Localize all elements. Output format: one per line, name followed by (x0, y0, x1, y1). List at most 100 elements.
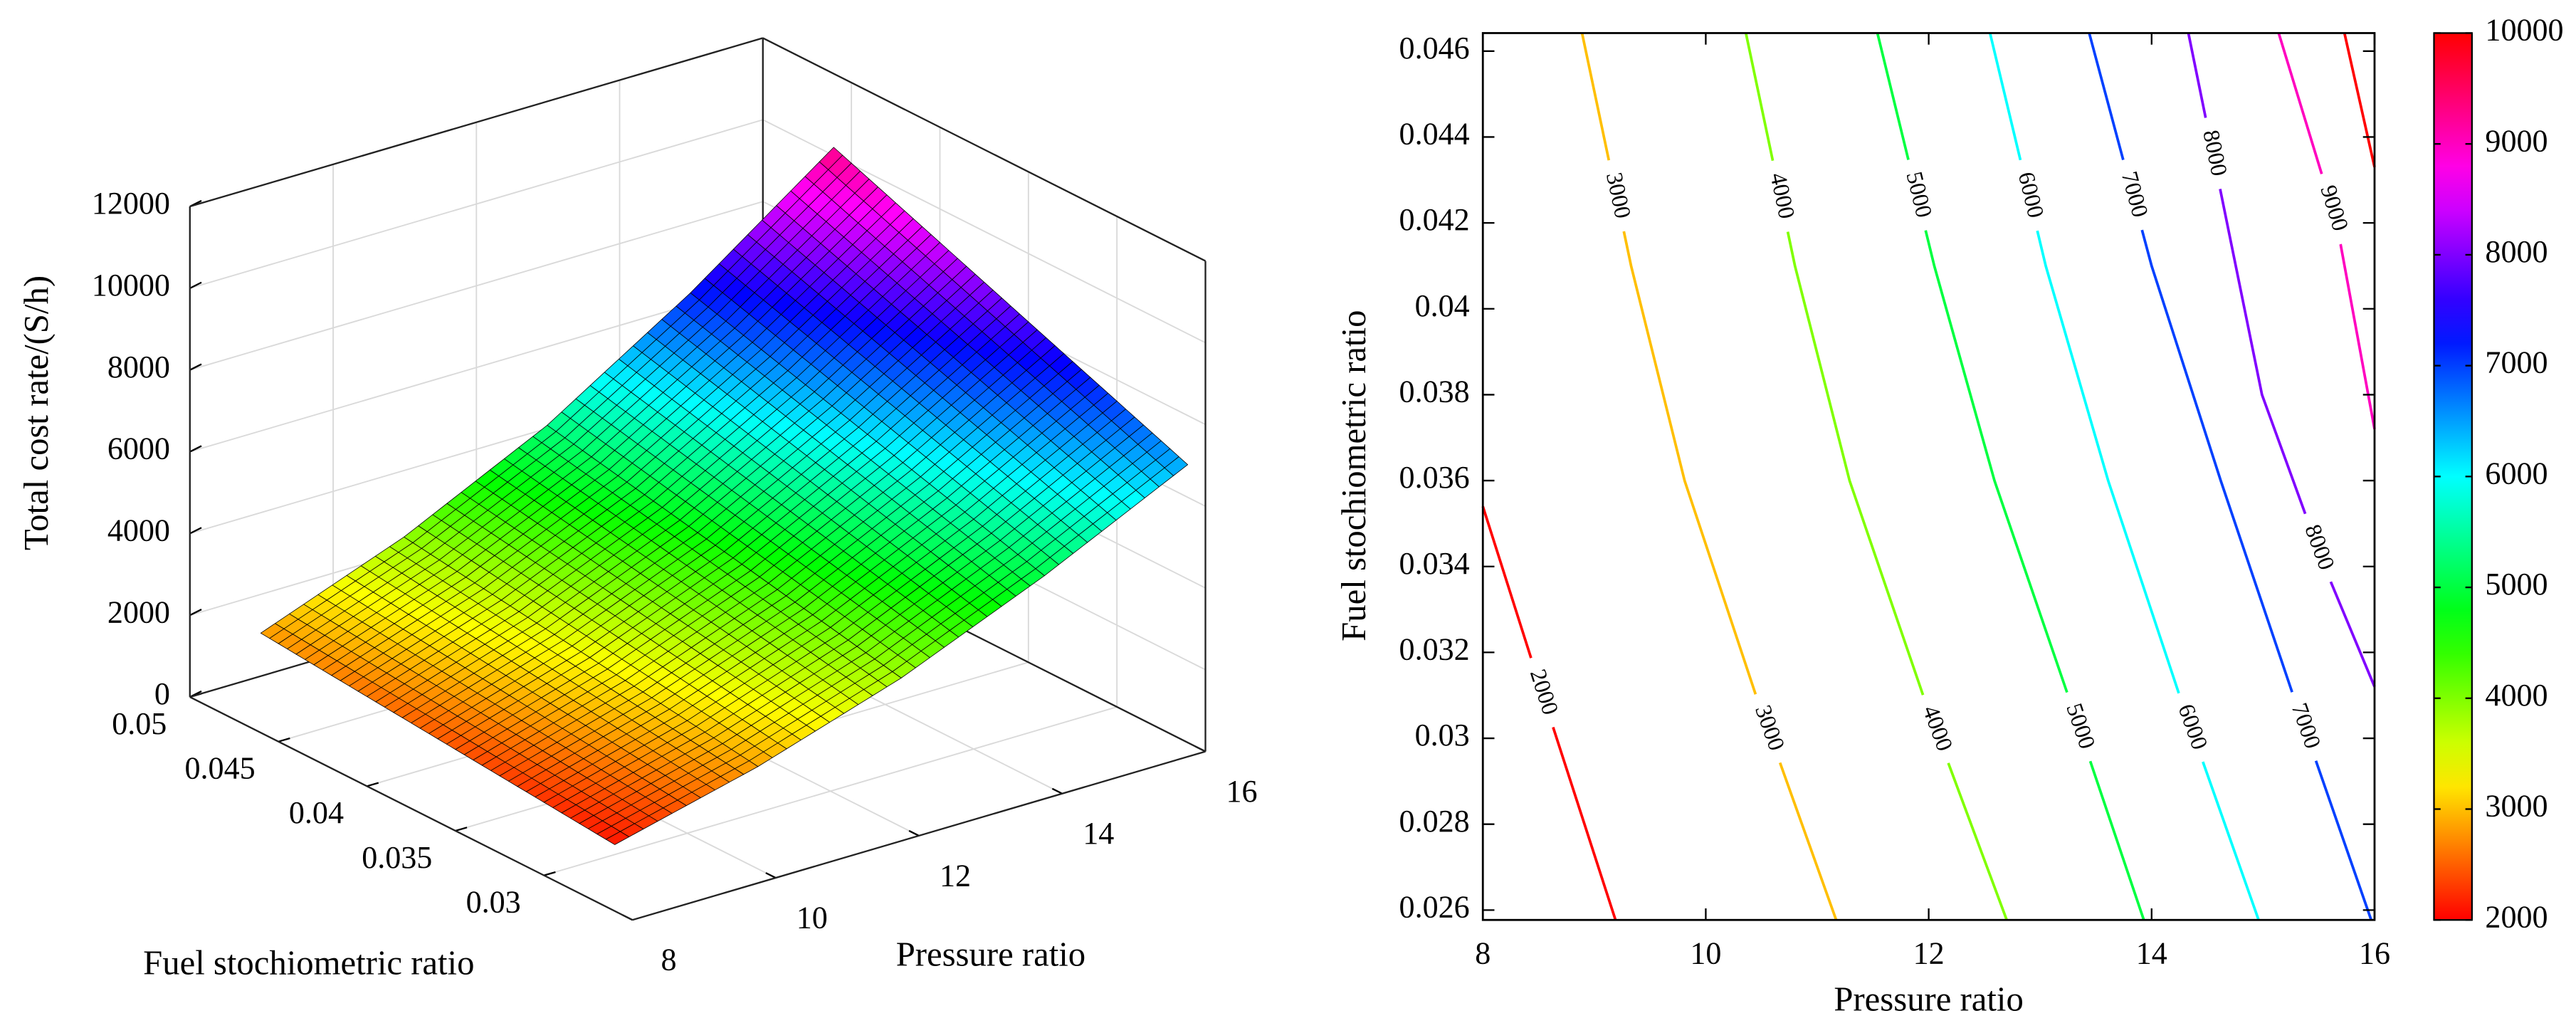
axis-line (189, 37, 764, 208)
contour-label: 3000 (1750, 702, 1789, 754)
colorbar-tick-label: 9000 (2485, 123, 2548, 158)
y-axis-label: Fuel stochiometric ratio (143, 943, 474, 982)
tick-mark (189, 445, 202, 453)
colorbar-tick-label: 4000 (2485, 678, 2548, 713)
z-tick-label: 8000 (107, 350, 170, 384)
z-tick-label: 2000 (107, 594, 170, 629)
label-background (1742, 690, 1793, 767)
contour-label-group: 8000 (2293, 509, 2343, 587)
axis-line (762, 37, 1206, 262)
colorbar-tick-label: 2000 (2485, 899, 2548, 934)
contour-label: 4000 (1918, 702, 1957, 754)
contour-label: 6000 (2173, 701, 2213, 752)
y-tick-label: 0.036 (1399, 460, 1470, 495)
z-tick-label: 0 (154, 676, 170, 711)
z-axis-label: Total cost rate/(S/h) (17, 276, 56, 550)
x-tick-label: 14 (1083, 816, 1114, 851)
axis-line (189, 696, 634, 921)
contour-label-group: 8000 (2192, 115, 2234, 192)
x-tick-label: 10 (1690, 935, 1721, 970)
contour-label-group: 5000 (1896, 157, 1939, 234)
label-background (2192, 115, 2234, 192)
y-tick-label: 0.035 (362, 840, 432, 875)
label-background (1896, 157, 1939, 234)
label-background (1760, 157, 1801, 235)
contour-label-group: 5000 (2054, 688, 2103, 766)
label-background (1596, 157, 1637, 234)
y-tick-label: 0.046 (1399, 31, 1470, 65)
tick-mark (1051, 787, 1063, 794)
label-background (2007, 157, 2051, 234)
x-tick-label: 12 (940, 858, 971, 893)
z-tick-label: 12000 (92, 186, 170, 221)
label-background (2166, 688, 2216, 767)
contour-label: 8000 (2197, 128, 2231, 179)
axis-line (632, 750, 1206, 921)
contour-line (2187, 33, 2376, 688)
y-tick-label: 0.038 (1399, 374, 1470, 409)
colorbar-tick-label: 3000 (2485, 789, 2548, 824)
y-tick-label: 0.03 (466, 884, 521, 919)
label-background (2110, 156, 2155, 234)
colorbar-tick-label: 8000 (2485, 234, 2548, 269)
tick-mark (189, 609, 202, 617)
tick-mark (455, 827, 468, 832)
x-axis-label: Pressure ratio (1834, 980, 2023, 1018)
contour-label: 7000 (2116, 169, 2153, 220)
colorbar-tick-label: 6000 (2485, 456, 2548, 491)
z-tick-label: 6000 (107, 431, 170, 466)
label-background (1910, 690, 1961, 768)
tick-mark (765, 872, 777, 879)
x-tick-label: 16 (1226, 774, 1258, 809)
label-background (2279, 688, 2329, 765)
x-tick-label: 16 (2359, 935, 2390, 970)
tick-mark (908, 829, 920, 836)
y-tick-label: 0.028 (1399, 804, 1470, 839)
contour-label-group: 2000 (1518, 654, 1566, 732)
contour-label-group: 7000 (2279, 688, 2329, 765)
y-tick-label: 0.045 (185, 751, 256, 786)
contour-label-group: 6000 (2007, 157, 2051, 234)
contour-label: 5000 (2061, 701, 2100, 752)
colorbar-tick-label: 5000 (2485, 567, 2548, 602)
y-tick-label: 0.044 (1399, 117, 1470, 152)
y-tick-label: 0.04 (1415, 288, 1470, 323)
x-axis-label: Pressure ratio (896, 935, 1085, 974)
contour-label-group: 4000 (1760, 157, 1801, 235)
grid-line (543, 706, 1118, 876)
contour-line (2343, 33, 2376, 168)
tick-mark (543, 871, 556, 876)
z-tick-label: 4000 (107, 513, 170, 547)
contour-label: 8000 (2299, 521, 2339, 573)
contour-label: 6000 (2013, 169, 2049, 221)
contour-label-group: 7000 (2110, 156, 2155, 234)
surface-patch (605, 831, 630, 845)
x-tick-label: 8 (661, 943, 677, 977)
y-tick-label: 0.04 (289, 795, 344, 830)
contour-label-group: 3000 (1596, 157, 1637, 234)
contour-label-group: 3000 (1742, 690, 1793, 767)
contour-label-group: 4000 (1910, 690, 1961, 768)
colorbar-tick-label: 7000 (2485, 345, 2548, 380)
contour-label: 5000 (1901, 169, 1936, 221)
tick-mark (189, 281, 202, 289)
contour-label-group: 9000 (2308, 169, 2356, 248)
contour-label: 2000 (1525, 666, 1563, 718)
label-background (1518, 654, 1566, 732)
label-background (2054, 688, 2103, 766)
label-background (2308, 169, 2356, 248)
tick-mark (189, 363, 202, 371)
y-tick-label: 0.03 (1415, 718, 1470, 752)
contour-label: 3000 (1601, 170, 1636, 221)
label-background (2293, 509, 2343, 587)
contour-label: 7000 (2286, 700, 2325, 752)
y-tick-label: 0.034 (1399, 546, 1470, 581)
y-axis-label: Fuel stochiometric ratio (1335, 310, 1373, 641)
contour-label-group: 6000 (2166, 688, 2216, 767)
tick-mark (189, 527, 202, 535)
tick-mark (278, 737, 290, 743)
colorbar-tick-label: 10000 (2485, 13, 2563, 48)
y-tick-label: 0.05 (112, 706, 167, 741)
